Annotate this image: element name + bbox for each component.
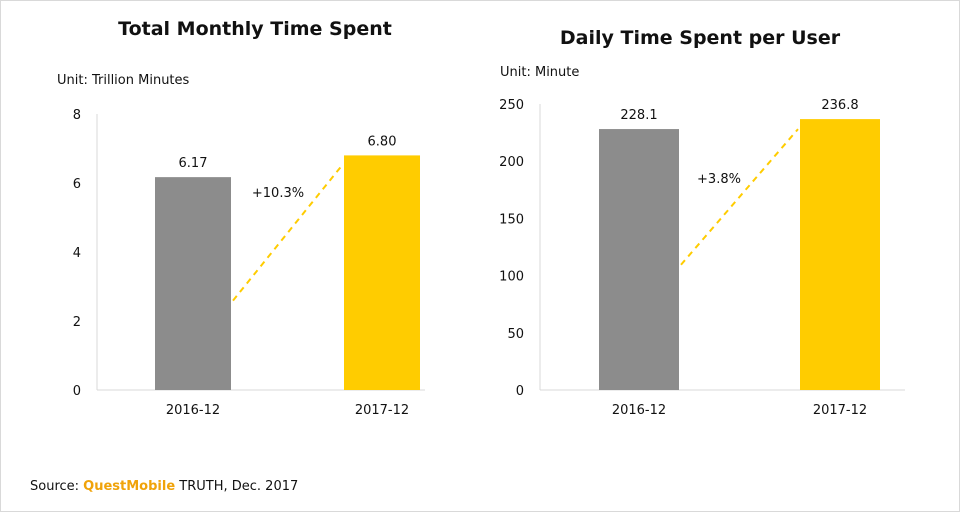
growth-label-right: +3.8% (697, 172, 741, 187)
unit-label-right: Unit: Minute (500, 65, 580, 80)
bar-right-2016-12 (599, 129, 679, 391)
chart-title-right: Daily Time Spent per User (559, 27, 841, 49)
x-tick-label-right: 2016-12 (612, 403, 666, 418)
growth-line-right (680, 128, 799, 266)
y-tick-label-right: 250 (499, 98, 524, 113)
x-tick-label-right: 2017-12 (813, 403, 867, 418)
x-tick-label-left: 2017-12 (355, 403, 409, 418)
bar-right-2017-12 (800, 119, 880, 390)
y-tick-label-right: 50 (507, 327, 524, 342)
source-note: Source: QuestMobile TRUTH, Dec. 2017 (30, 479, 298, 494)
y-tick-label-left: 8 (73, 108, 81, 123)
y-tick-label-left: 2 (73, 315, 81, 330)
chart-title-left: Total Monthly Time Spent (118, 18, 392, 40)
y-tick-label-right: 100 (499, 270, 524, 285)
data-label-right: 228.1 (620, 108, 657, 123)
bar-left-2017-12 (344, 155, 420, 390)
y-tick-label-left: 0 (73, 384, 81, 399)
source-brand: QuestMobile (83, 479, 176, 494)
y-tick-label-right: 150 (499, 212, 524, 227)
growth-label-left: +10.3% (252, 186, 304, 201)
y-tick-label-right: 200 (499, 155, 524, 170)
growth-line-left (232, 164, 343, 302)
y-tick-label-left: 6 (73, 177, 81, 192)
bar-left-2016-12 (155, 177, 231, 390)
y-tick-label-right: 0 (516, 384, 524, 399)
unit-label-left: Unit: Trillion Minutes (57, 73, 190, 88)
y-tick-label-left: 4 (73, 246, 81, 261)
x-tick-label-left: 2016-12 (166, 403, 220, 418)
data-label-left: 6.80 (368, 134, 397, 149)
data-label-left: 6.17 (179, 156, 208, 171)
source-suffix: TRUTH, Dec. 2017 (175, 479, 299, 494)
source-prefix: Source: (30, 479, 84, 494)
data-label-right: 236.8 (821, 98, 858, 113)
